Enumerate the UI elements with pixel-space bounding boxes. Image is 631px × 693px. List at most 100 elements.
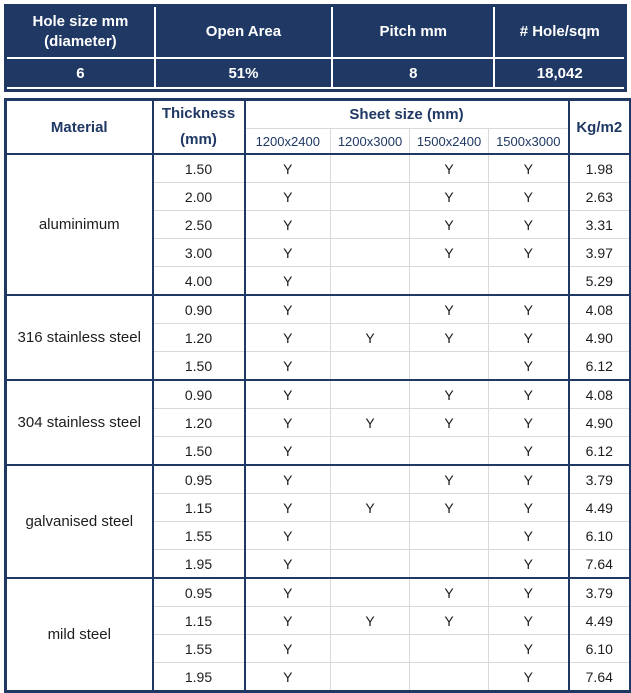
thickness-cell: 0.90 — [152, 379, 246, 409]
column-header-size-1500x3000: 1500x3000 — [488, 128, 570, 155]
table-row: 1.95 Y Y 7.64 — [6, 549, 631, 578]
availability-cell — [409, 662, 489, 692]
availability-cell: Y — [244, 634, 331, 663]
availability-cell: Y — [244, 464, 331, 494]
weight-cell: 6.10 — [568, 634, 631, 663]
column-header-size-1200x3000: 1200x3000 — [330, 128, 410, 155]
column-header-material: Material — [5, 99, 154, 155]
thickness-cell: 2.00 — [152, 182, 246, 211]
table-row: mild steel 0.95 Y Y Y 3.79 — [5, 577, 631, 692]
weight-cell: 3.31 — [568, 210, 631, 239]
column-group-sheet-size: Sheet size (mm) — [244, 99, 570, 129]
thickness-cell: 1.15 — [152, 493, 246, 522]
availability-cell — [409, 549, 489, 578]
availability-cell: Y — [330, 323, 410, 352]
table-row: 2.00 Y Y Y 2.63 — [6, 182, 631, 211]
thickness-cell: 1.95 — [152, 549, 246, 578]
column-header-size-1200x2400: 1200x2400 — [244, 128, 331, 155]
weight-cell: 4.49 — [568, 606, 631, 635]
availability-cell: Y — [488, 634, 570, 663]
weight-cell: 2.63 — [568, 182, 631, 211]
availability-cell — [330, 549, 410, 578]
availability-cell — [409, 521, 489, 550]
weight-cell: 3.79 — [568, 464, 631, 494]
availability-cell: Y — [488, 351, 570, 380]
table-row: 4.00 Y 5.29 — [6, 266, 631, 295]
availability-cell — [330, 266, 410, 295]
availability-cell — [330, 436, 410, 465]
table-row: 3.00 Y Y Y 3.97 — [6, 238, 631, 267]
availability-cell: Y — [488, 153, 570, 183]
thickness-cell: 4.00 — [152, 266, 246, 295]
thickness-cell: 2.50 — [152, 210, 246, 239]
availability-cell — [409, 436, 489, 465]
material-cell: 316 stainless steel — [5, 294, 154, 380]
availability-cell — [330, 238, 410, 267]
availability-cell: Y — [488, 182, 570, 211]
summary-value-open-area: 51% — [155, 59, 332, 87]
availability-cell: Y — [488, 294, 570, 324]
table-row: aluminimum 1.50 Y Y Y 1.98 — [5, 153, 631, 295]
thickness-cell: 0.95 — [152, 577, 246, 607]
material-cell: galvanised steel — [5, 464, 154, 578]
availability-cell — [330, 634, 410, 663]
availability-cell: Y — [244, 549, 331, 578]
availability-cell — [409, 351, 489, 380]
table-row: 2.50 Y Y Y 3.31 — [6, 210, 631, 239]
availability-cell: Y — [409, 210, 489, 239]
weight-cell: 3.97 — [568, 238, 631, 267]
summary-header-hole-size: Hole size mm (diameter) — [7, 7, 154, 57]
weight-cell: 4.08 — [568, 379, 631, 409]
availability-cell: Y — [488, 436, 570, 465]
perforated-sheet-spec-page: Hole size mm (diameter) Open Area Pitch … — [4, 4, 631, 693]
column-header-size-1500x2400: 1500x2400 — [409, 128, 489, 155]
availability-cell: Y — [244, 294, 331, 324]
availability-cell: Y — [488, 464, 570, 494]
availability-cell — [330, 351, 410, 380]
availability-cell: Y — [244, 266, 331, 295]
table-row: 1.20 Y Y Y Y 4.90 — [6, 408, 631, 437]
availability-cell: Y — [488, 521, 570, 550]
availability-cell: Y — [244, 662, 331, 692]
availability-cell: Y — [244, 210, 331, 239]
availability-cell — [330, 662, 410, 692]
availability-cell: Y — [244, 493, 331, 522]
availability-cell: Y — [244, 351, 331, 380]
table-row: galvanised steel 0.95 Y Y Y 3.79 — [5, 464, 631, 578]
availability-cell: Y — [244, 379, 331, 409]
availability-cell: Y — [488, 493, 570, 522]
summary-table: Hole size mm (diameter) Open Area Pitch … — [4, 4, 627, 92]
availability-cell: Y — [330, 606, 410, 635]
thickness-cell: 1.50 — [152, 153, 246, 183]
availability-cell: Y — [488, 238, 570, 267]
column-header-weight: Kg/m2 — [568, 99, 631, 155]
thickness-cell: 3.00 — [152, 238, 246, 267]
availability-cell: Y — [244, 577, 331, 607]
table-row: 1.55 Y Y 6.10 — [6, 634, 631, 663]
availability-cell: Y — [409, 294, 489, 324]
availability-cell — [330, 153, 410, 183]
availability-cell: Y — [244, 408, 331, 437]
availability-cell: Y — [488, 408, 570, 437]
availability-cell: Y — [244, 238, 331, 267]
thickness-cell: 0.90 — [152, 294, 246, 324]
availability-cell — [409, 634, 489, 663]
weight-cell: 1.98 — [568, 153, 631, 183]
weight-cell: 4.08 — [568, 294, 631, 324]
availability-cell: Y — [244, 323, 331, 352]
availability-cell: Y — [409, 606, 489, 635]
availability-cell: Y — [488, 577, 570, 607]
weight-cell: 7.64 — [568, 549, 631, 578]
availability-cell: Y — [409, 238, 489, 267]
availability-cell — [330, 464, 410, 494]
availability-cell: Y — [244, 521, 331, 550]
table-row: 1.20 Y Y Y Y 4.90 — [6, 323, 631, 352]
summary-header-pitch: Pitch mm — [333, 7, 494, 57]
material-table-header: Material Thickness (mm) Sheet size (mm) … — [5, 99, 631, 155]
table-row: 1.50 Y Y 6.12 — [6, 351, 631, 380]
availability-cell: Y — [330, 408, 410, 437]
availability-cell: Y — [488, 606, 570, 635]
table-row: 1.55 Y Y 6.10 — [6, 521, 631, 550]
summary-header-holes-per-sqm: # Hole/sqm — [495, 7, 624, 57]
weight-cell: 4.90 — [568, 408, 631, 437]
